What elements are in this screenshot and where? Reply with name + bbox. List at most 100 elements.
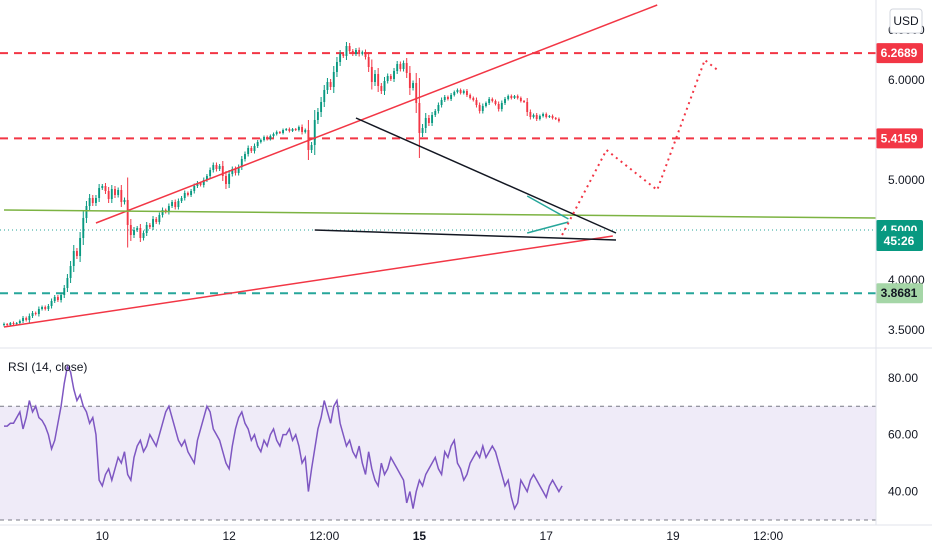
candle[interactable] <box>434 109 437 117</box>
candle[interactable] <box>389 74 392 81</box>
candle[interactable] <box>101 184 104 190</box>
candle[interactable] <box>418 78 421 158</box>
candle[interactable] <box>104 183 107 194</box>
candle[interactable] <box>329 79 332 90</box>
candle[interactable] <box>402 60 405 72</box>
candle[interactable] <box>304 128 307 134</box>
candle[interactable] <box>282 128 284 135</box>
candle[interactable] <box>497 101 500 112</box>
candle[interactable] <box>320 97 323 117</box>
candle[interactable] <box>437 102 440 114</box>
candle[interactable] <box>190 189 193 197</box>
candle[interactable] <box>22 316 24 323</box>
candle[interactable] <box>535 113 538 121</box>
candle[interactable] <box>91 195 94 206</box>
candle[interactable] <box>63 285 66 298</box>
candle[interactable] <box>526 98 529 116</box>
candle[interactable] <box>75 248 78 259</box>
candle[interactable] <box>107 187 110 203</box>
candle[interactable] <box>171 200 174 208</box>
candle[interactable] <box>256 140 259 148</box>
candle[interactable] <box>225 171 227 189</box>
candle[interactable] <box>516 94 519 100</box>
candle[interactable] <box>196 181 199 188</box>
candle[interactable] <box>88 194 91 210</box>
candle[interactable] <box>412 80 414 91</box>
candle[interactable] <box>6 323 9 326</box>
candle[interactable] <box>399 61 402 72</box>
candle[interactable] <box>237 164 240 176</box>
candle[interactable] <box>294 128 297 131</box>
candle[interactable] <box>335 57 338 77</box>
trend-line-0[interactable] <box>95 4 658 224</box>
candle[interactable] <box>31 311 34 318</box>
candle[interactable] <box>269 134 272 141</box>
candle[interactable] <box>367 52 370 72</box>
candle[interactable] <box>167 203 170 215</box>
candle[interactable] <box>557 117 560 123</box>
candle[interactable] <box>345 42 348 60</box>
candle[interactable] <box>28 313 31 323</box>
candle[interactable] <box>342 52 345 58</box>
candle[interactable] <box>120 185 123 207</box>
candle[interactable] <box>545 112 548 119</box>
candle[interactable] <box>326 78 329 94</box>
candle[interactable] <box>500 100 503 112</box>
candle[interactable] <box>377 68 380 92</box>
candle[interactable] <box>155 217 158 224</box>
candle[interactable] <box>231 166 234 177</box>
candle[interactable] <box>532 113 535 119</box>
candle[interactable] <box>98 184 101 202</box>
candle[interactable] <box>215 162 218 172</box>
time-axis[interactable]: 10 12 12:00 15 17 19 12:00 <box>0 524 932 543</box>
candle[interactable] <box>228 170 231 188</box>
candle[interactable] <box>139 224 142 242</box>
candle[interactable] <box>297 125 300 132</box>
candle[interactable] <box>240 156 243 170</box>
candle[interactable] <box>180 196 183 203</box>
trend-line-5[interactable] <box>526 195 569 220</box>
candle[interactable] <box>504 97 506 105</box>
price-tag[interactable]: 45:26 <box>876 231 923 251</box>
candle[interactable] <box>148 223 151 229</box>
candle[interactable] <box>244 151 246 162</box>
candle[interactable] <box>66 274 69 292</box>
candle[interactable] <box>50 298 53 309</box>
candle[interactable] <box>415 73 418 113</box>
candle[interactable] <box>507 94 510 101</box>
candle[interactable] <box>478 102 481 114</box>
candle[interactable] <box>485 101 487 108</box>
candle[interactable] <box>355 48 357 56</box>
candle[interactable] <box>250 146 253 153</box>
candle[interactable] <box>174 199 177 210</box>
price-tag[interactable]: 6.2689 <box>876 43 923 64</box>
candle[interactable] <box>481 103 484 114</box>
candle[interactable] <box>374 70 376 86</box>
candle[interactable] <box>351 49 354 56</box>
candle[interactable] <box>396 61 399 74</box>
candle[interactable] <box>427 115 430 126</box>
candle[interactable] <box>34 311 37 316</box>
rsi-pane[interactable] <box>0 364 876 521</box>
candle[interactable] <box>510 94 513 100</box>
candle[interactable] <box>380 83 383 94</box>
candle[interactable] <box>548 115 551 118</box>
candle[interactable] <box>538 114 541 121</box>
candle[interactable] <box>542 112 545 118</box>
candle[interactable] <box>475 97 478 108</box>
candle[interactable] <box>69 261 72 283</box>
candle[interactable] <box>459 88 462 95</box>
candle[interactable] <box>313 110 316 155</box>
candle[interactable] <box>386 73 389 84</box>
candle[interactable] <box>114 186 116 198</box>
candle[interactable] <box>364 49 367 60</box>
candle[interactable] <box>551 114 554 120</box>
candle[interactable] <box>275 130 278 136</box>
candle[interactable] <box>3 322 5 327</box>
candle[interactable] <box>332 66 335 93</box>
candle[interactable] <box>253 143 256 154</box>
currency-badge[interactable] <box>889 8 923 34</box>
candle[interactable] <box>218 164 221 171</box>
candle[interactable] <box>456 88 459 94</box>
candle[interactable] <box>513 95 516 99</box>
